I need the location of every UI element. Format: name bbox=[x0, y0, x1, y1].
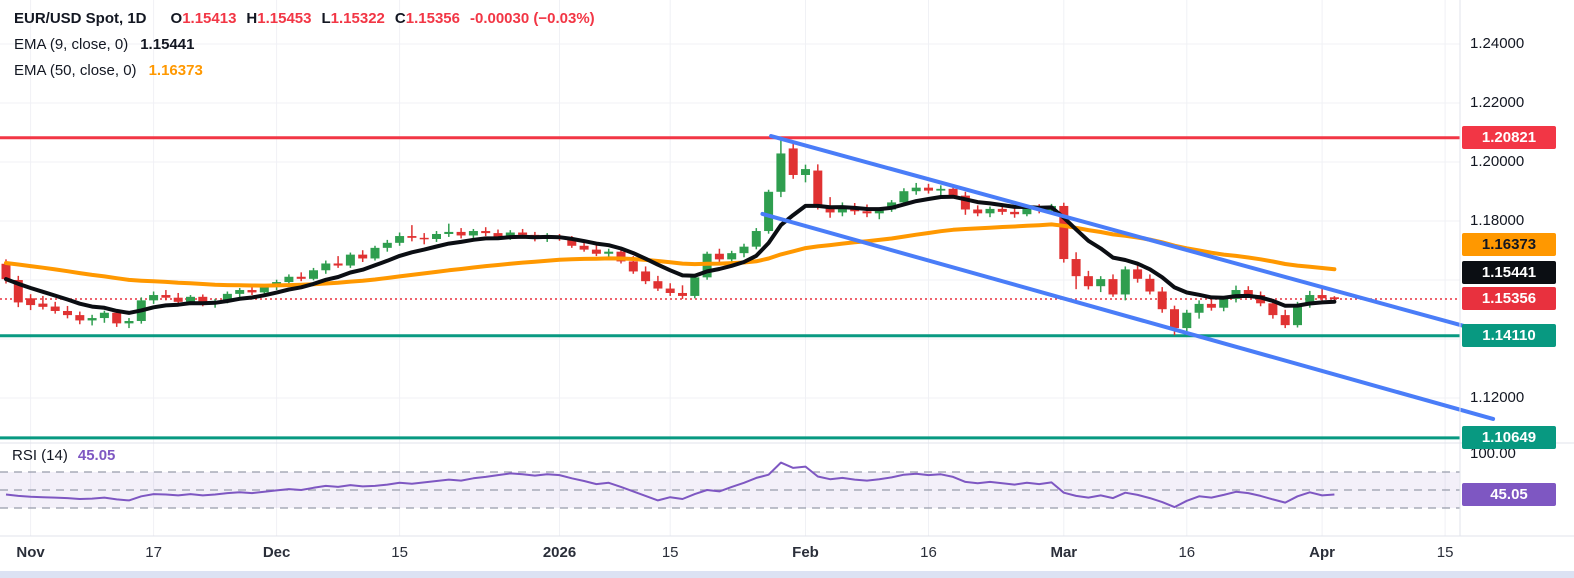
high-value: 1.15453 bbox=[257, 10, 312, 27]
low-value: 1.15322 bbox=[330, 10, 385, 27]
ema50-row: EMA (50, close, 0) 1.16373 bbox=[14, 58, 595, 84]
time-axis-label: 15 bbox=[391, 544, 408, 561]
low-label: L bbox=[321, 10, 331, 27]
price-axis-label: 1.20000 bbox=[1470, 153, 1525, 170]
time-axis-label: Mar bbox=[1050, 544, 1078, 561]
rsi-value: 45.05 bbox=[77, 447, 116, 464]
ema50-value: 1.16373 bbox=[148, 62, 203, 79]
time-axis-label: 15 bbox=[661, 544, 679, 561]
price-axis-label: 1.18000 bbox=[1470, 212, 1525, 229]
change-value: -0.00030 (−0.03%) bbox=[469, 10, 595, 27]
trendline-2[interactable] bbox=[760, 211, 1496, 421]
close-label: C bbox=[394, 10, 406, 27]
price-axis-badge: 1.15356 bbox=[1462, 287, 1556, 311]
price-axis-label: 1.12000 bbox=[1470, 389, 1525, 406]
price-axis-badge: 1.10649 bbox=[1462, 426, 1556, 450]
high-label: H bbox=[246, 10, 258, 27]
time-axis-label: Dec bbox=[262, 544, 291, 561]
time-axis-label: Apr bbox=[1309, 544, 1336, 561]
ema9-row: EMA (9, close, 0) 1.15441 bbox=[14, 32, 595, 58]
ema50-label[interactable]: EMA (50, close, 0) bbox=[14, 62, 137, 79]
ema50-line[interactable] bbox=[4, 222, 1337, 288]
price-axis-label: 1.24000 bbox=[1470, 35, 1525, 52]
ema9-label[interactable]: EMA (9, close, 0) bbox=[14, 36, 129, 53]
trendline-1[interactable] bbox=[769, 134, 1496, 336]
open-label: O bbox=[170, 10, 183, 27]
time-axis-label: 15 bbox=[1436, 544, 1454, 561]
time-axis-label: 16 bbox=[1178, 544, 1196, 561]
price-axis-badge: 1.14110 bbox=[1462, 324, 1556, 348]
symbol-title[interactable]: EUR/USD Spot, 1D bbox=[14, 10, 147, 27]
rsi-axis-top-label: 100.00 bbox=[1470, 445, 1516, 462]
chart-legend: EUR/USD Spot, 1D O1.15413 H1.15453 L1.15322… bbox=[14, 6, 595, 84]
price-axis-label: 1.22000 bbox=[1470, 94, 1525, 111]
open-value: 1.15413 bbox=[182, 10, 237, 27]
time-scale[interactable] bbox=[0, 536, 1574, 571]
rsi-line[interactable] bbox=[5, 461, 1335, 509]
price-axis-badge: 1.20821 bbox=[1462, 126, 1556, 150]
rsi-axis-badge: 45.05 bbox=[1462, 482, 1556, 506]
price-axis-badge: 1.16373 bbox=[1462, 233, 1556, 257]
ema9-value: 1.15441 bbox=[140, 36, 195, 53]
time-axis-label: Feb bbox=[792, 544, 819, 561]
time-axis-label: 16 bbox=[920, 544, 937, 561]
price-axis-badge: 1.15441 bbox=[1462, 260, 1556, 284]
close-value: 1.15356 bbox=[405, 10, 460, 27]
time-axis-label: Nov bbox=[16, 544, 45, 561]
time-axis-label: 2026 bbox=[542, 544, 577, 561]
ema9-line[interactable] bbox=[4, 194, 1337, 315]
time-axis-label: 17 bbox=[145, 544, 162, 561]
bottom-strip bbox=[0, 571, 1574, 578]
rsi-label[interactable]: RSI (14) bbox=[12, 447, 68, 464]
symbol-row: EUR/USD Spot, 1D O1.15413 H1.15453 L1.15322… bbox=[14, 6, 595, 32]
rsi-legend: RSI (14) 45.05 bbox=[12, 447, 115, 464]
